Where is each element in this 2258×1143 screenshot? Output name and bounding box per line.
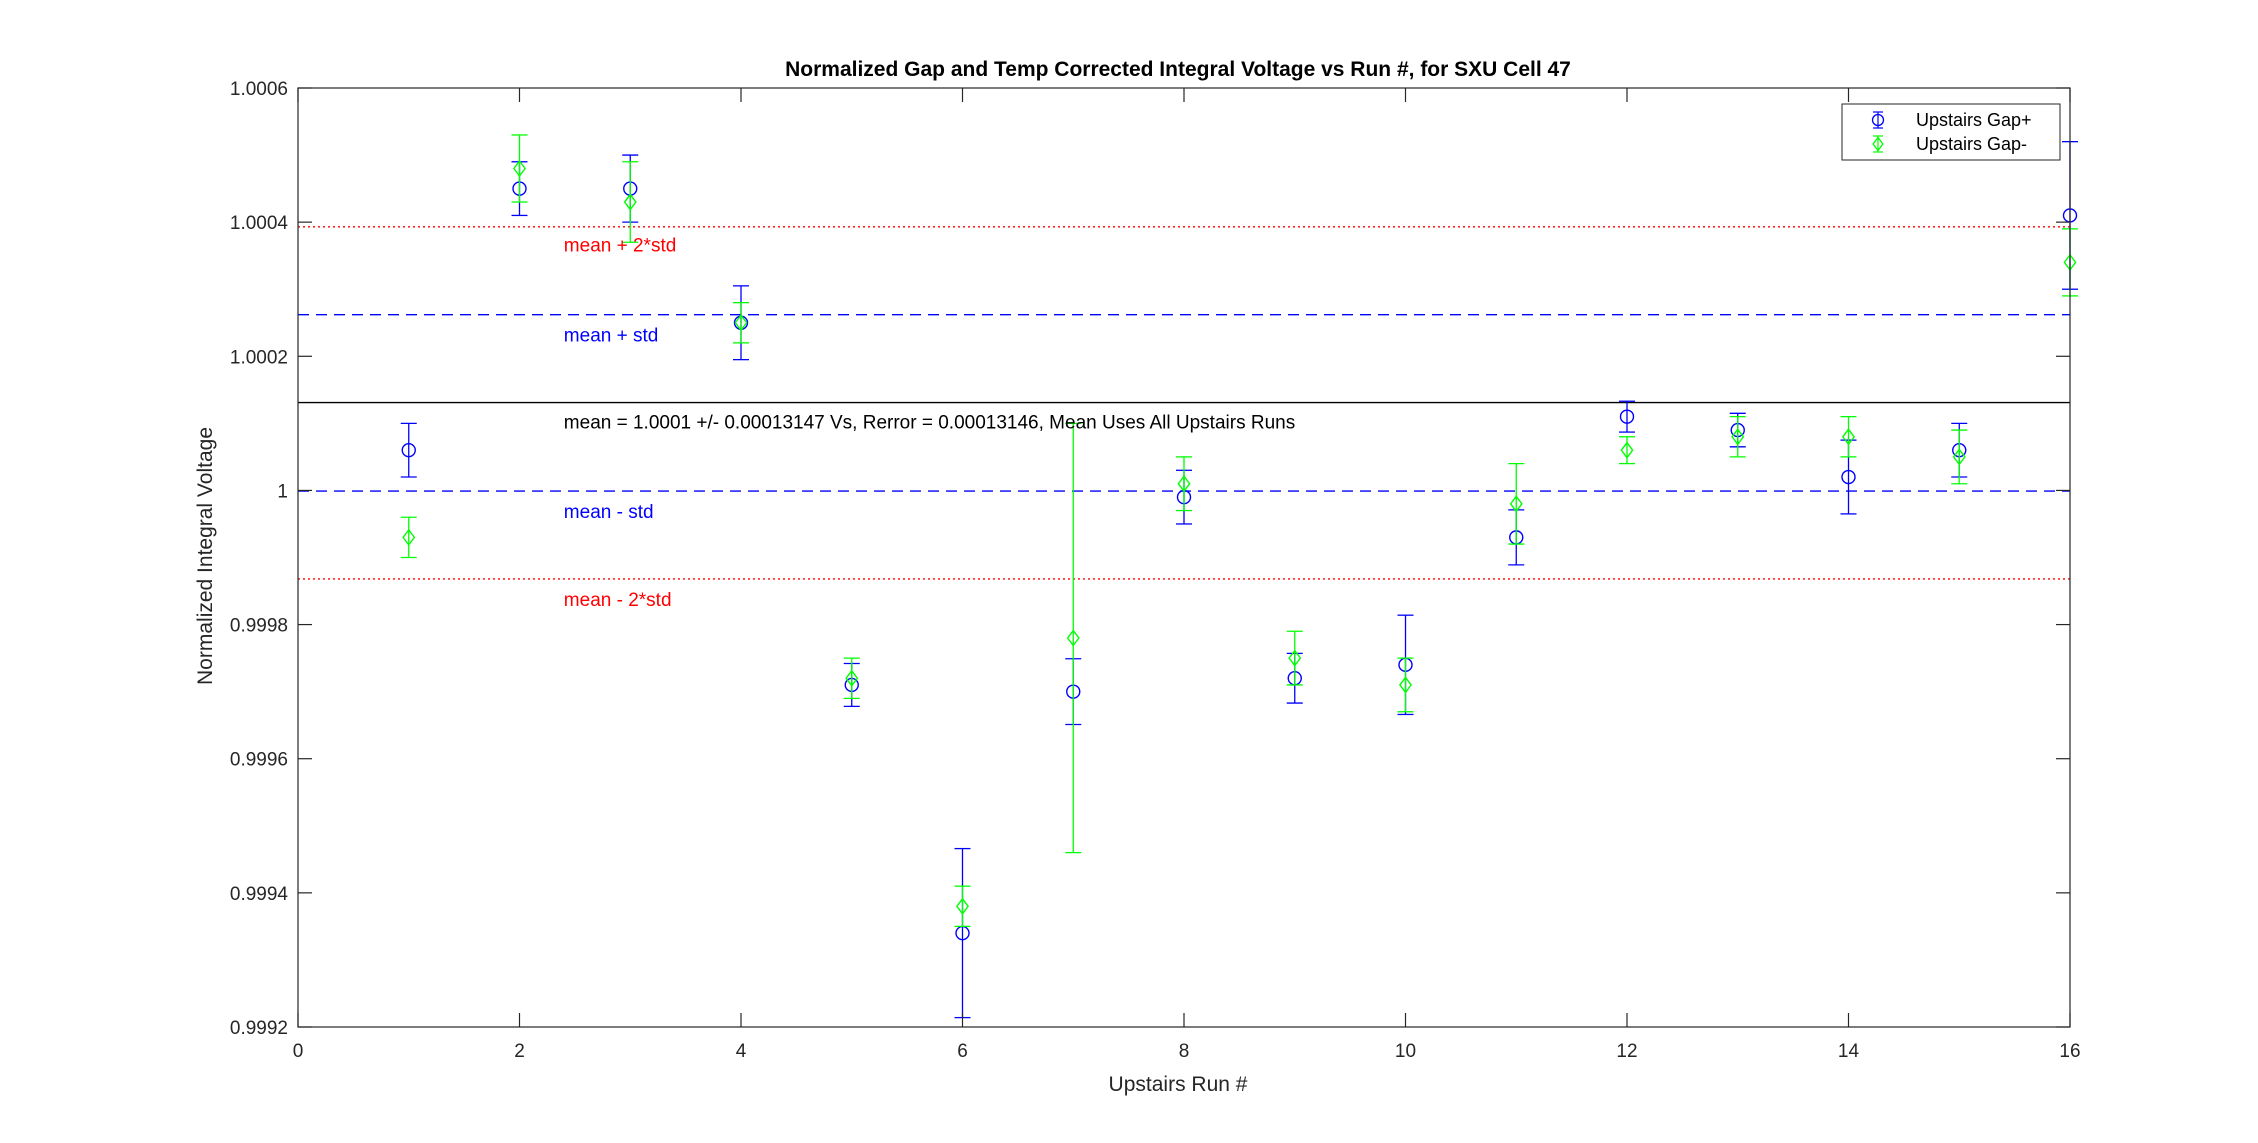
- y-tick-label-5: 1.0002: [230, 347, 288, 368]
- x-tick-label-4: 8: [1179, 1041, 1190, 1062]
- x-tick-label-2: 4: [736, 1041, 747, 1062]
- annotation-1: mean + std: [564, 326, 659, 347]
- x-tick-label-3: 6: [957, 1041, 968, 1062]
- data-point-1-1: [513, 159, 526, 178]
- data-point-1-11: [1620, 441, 1634, 459]
- x-tick-label-1: 2: [514, 1041, 525, 1062]
- y-tick-label-3: 0.9998: [230, 616, 288, 637]
- data-point-1-2: [623, 193, 637, 211]
- legend-marker-0: [1871, 113, 1885, 127]
- annotation-4: mean - 2*std: [564, 590, 672, 611]
- data-point-1-12: [1731, 428, 1745, 446]
- data-point-0-0: [401, 442, 416, 458]
- y-tick-label-0: 0.9992: [230, 1018, 288, 1039]
- data-point-1-8: [1288, 649, 1302, 667]
- y-tick-label-6: 1.0004: [230, 213, 289, 234]
- data-point-1-0: [402, 528, 416, 547]
- x-tick-label-7: 14: [1838, 1041, 1860, 1062]
- data-point-1-7: [1177, 475, 1191, 493]
- data-point-1-3: [734, 314, 748, 332]
- data-point-0-13: [1841, 469, 1856, 485]
- annotation-3: mean - std: [564, 502, 654, 523]
- chart-title: Normalized Gap and Temp Corrected Integr…: [785, 58, 1571, 81]
- plot-area: [298, 88, 2070, 1027]
- y-tick-label-7: 1.0006: [230, 79, 288, 100]
- legend-label-1: Upstairs Gap-: [1916, 134, 2027, 154]
- x-tick-label-0: 0: [293, 1041, 304, 1062]
- data-point-1-10: [1509, 495, 1523, 513]
- annotation-2: mean = 1.0001 +/- 0.00013147 Vs, Rerror …: [564, 413, 1295, 434]
- y-axis-label: Normalized Integral Voltage: [194, 427, 217, 685]
- data-point-1-6: [1066, 629, 1080, 647]
- x-tick-label-5: 10: [1395, 1041, 1416, 1062]
- data-point-1-9: [1399, 676, 1412, 694]
- y-tick-label-2: 0.9996: [230, 750, 288, 771]
- data-point-1-4: [845, 669, 859, 687]
- data-point-1-14: [1952, 448, 1966, 466]
- y-tick-label-1: 0.9994: [230, 884, 289, 905]
- x-tick-label-6: 12: [1616, 1041, 1637, 1062]
- x-tick-label-8: 16: [2059, 1041, 2080, 1062]
- legend-marker-1: [1872, 136, 1884, 152]
- legend-label-0: Upstairs Gap+: [1916, 110, 2032, 130]
- y-tick-label-4: 1: [277, 481, 288, 502]
- data-point-0-11: [1619, 409, 1635, 424]
- data-point-1-13: [1842, 428, 1855, 446]
- data-point-1-5: [956, 897, 969, 915]
- annotation-0: mean + 2*std: [564, 236, 677, 257]
- x-axis-label: Upstairs Run #: [1109, 1073, 1248, 1096]
